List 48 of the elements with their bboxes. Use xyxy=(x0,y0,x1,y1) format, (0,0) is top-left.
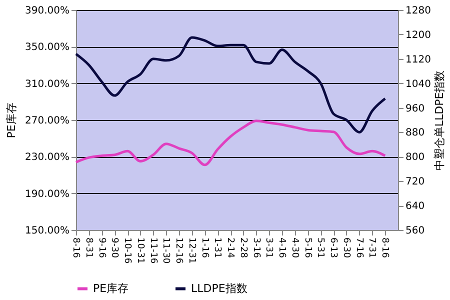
x-tick-label: 4-30 xyxy=(289,238,300,258)
y2-tick-label: 1200 xyxy=(406,30,431,41)
x-tick-label: 9-16 xyxy=(96,238,106,258)
x-tick-label: 6-13 xyxy=(328,238,338,258)
x-tick-label: 2-28 xyxy=(238,238,248,258)
y-tick-label: 350.00% xyxy=(25,42,70,54)
y2-tick-label: 560 xyxy=(406,226,425,236)
y-tick-label: 270.00% xyxy=(25,116,70,126)
legend-label: PE库存 xyxy=(93,282,129,295)
x-tick-label: 3-31 xyxy=(264,238,274,258)
y-tick-label: 310.00% xyxy=(25,78,70,90)
x-tick-label: 1-16 xyxy=(199,238,210,258)
line-series xyxy=(74,120,386,166)
line-series xyxy=(74,36,386,134)
x-tick-label: 11-16 xyxy=(148,238,158,264)
x-tick-label: 3-16 xyxy=(250,238,261,258)
x-tick-label: 1-31 xyxy=(212,238,222,258)
x-tick-label: 10-31 xyxy=(134,238,145,264)
y2-tick-label: 1280 xyxy=(406,6,431,16)
x-tick-label: 8-16 xyxy=(70,238,80,258)
x-tick-label: 11-30 xyxy=(160,238,171,264)
x-tick-label: 12-16 xyxy=(174,238,184,264)
x-tick-label: 5-31 xyxy=(315,238,326,258)
x-tick-label: 6-30 xyxy=(340,238,351,258)
y-tick-label: 150.00% xyxy=(25,226,70,236)
y2-tick-label: 720 xyxy=(406,176,425,188)
y-tick-label: 390.00% xyxy=(25,6,70,16)
y2-tick-label: 640 xyxy=(406,201,425,212)
y2-tick-label: 1120 xyxy=(406,54,431,66)
y2-tick-label: 800 xyxy=(406,152,425,164)
x-tick-label: 5-16 xyxy=(302,238,312,258)
y-tick-label: 190.00% xyxy=(25,188,70,200)
x-tick-label: 7-16 xyxy=(354,238,364,258)
x-tick-label: 7-31 xyxy=(366,238,377,258)
x-tick-label: 8-16 xyxy=(380,238,390,258)
x-tick-label: 10-16 xyxy=(122,238,132,264)
y-tick-label: 230.00% xyxy=(25,152,70,164)
y-axis-title: PE库存 xyxy=(5,102,18,138)
x-tick-label: 9-30 xyxy=(109,238,120,258)
x-tick-label: 12-31 xyxy=(186,238,196,264)
y2-axis-title: 中塑仓单LLDPE指数 xyxy=(432,70,446,171)
y2-tick-label: 1040 xyxy=(406,78,431,90)
y2-tick-label: 880 xyxy=(406,128,425,139)
y2-tick-label: 960 xyxy=(406,103,425,114)
legend-label: LLDPE指数 xyxy=(191,282,248,295)
x-tick-label: 2-14 xyxy=(225,238,236,258)
x-tick-label: 8-31 xyxy=(83,238,94,258)
x-tick-label: 4-16 xyxy=(276,238,287,258)
